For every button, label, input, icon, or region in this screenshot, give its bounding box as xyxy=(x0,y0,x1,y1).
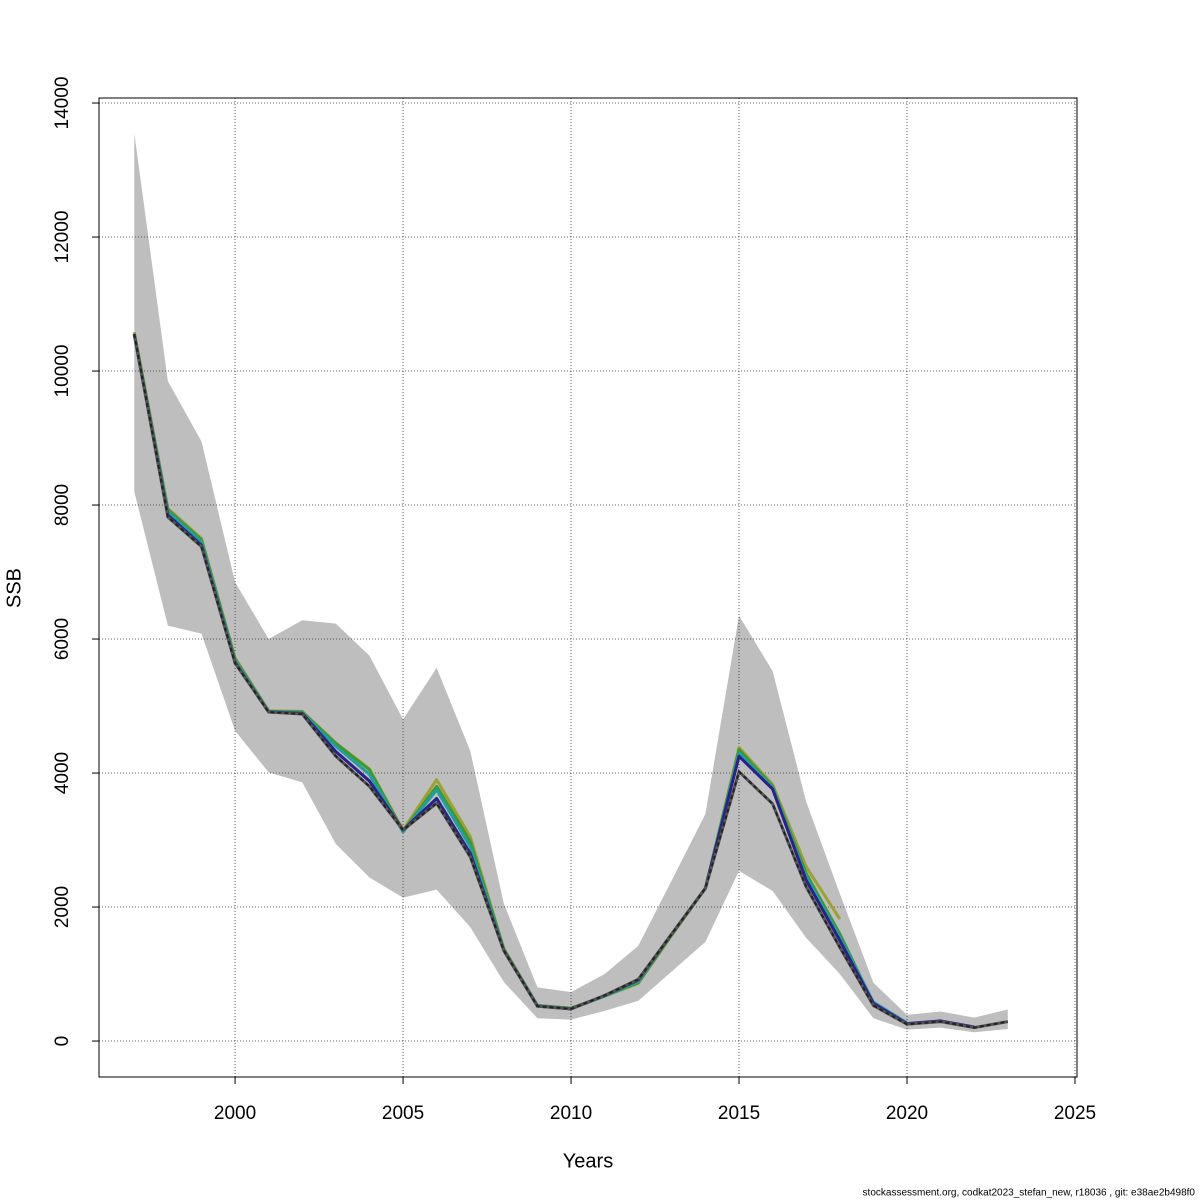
confidence-band xyxy=(134,133,1008,1033)
y-tick-label: 8000 xyxy=(52,484,73,526)
x-tick-label: 2000 xyxy=(214,1103,256,1124)
y-axis-label: SSB xyxy=(3,568,25,608)
x-tick-label: 2025 xyxy=(1054,1103,1096,1124)
y-tick-label: 12000 xyxy=(52,211,73,264)
line xyxy=(133,333,1008,1029)
x-axis-label: Years xyxy=(563,1150,613,1172)
x-tick-label: 2010 xyxy=(550,1103,592,1124)
y-tick-label: 2000 xyxy=(52,886,73,928)
y-tick-label: 14000 xyxy=(52,77,73,130)
y-tick-label: 6000 xyxy=(52,618,73,660)
x-tick-label: 2020 xyxy=(886,1103,928,1124)
plot-frame xyxy=(98,97,1078,1078)
y-tick-label: 0 xyxy=(52,1036,73,1047)
footnote: stockassessment.org, codkat2023_stefan_n… xyxy=(863,1188,1196,1199)
y-tick-label: 4000 xyxy=(52,752,73,794)
y-tick-label: 10000 xyxy=(52,345,73,398)
x-tick-label: 2015 xyxy=(718,1103,760,1124)
x-tick-label: 2005 xyxy=(382,1103,424,1124)
